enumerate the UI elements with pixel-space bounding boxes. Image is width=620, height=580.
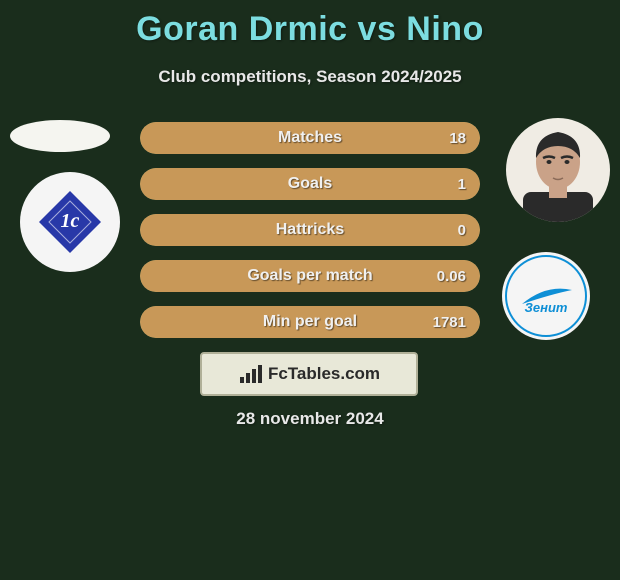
subtitle: Club competitions, Season 2024/2025 — [0, 67, 620, 87]
brand-badge[interactable]: FcTables.com — [200, 352, 418, 396]
stat-row-goals-per-match: Goals per match 0.06 — [140, 260, 480, 292]
player-right-avatar — [506, 118, 610, 222]
bar-chart-icon — [238, 363, 266, 385]
stat-row-matches: Matches 18 — [140, 122, 480, 154]
stat-label: Goals per match — [247, 267, 372, 285]
player-right-face-icon — [513, 118, 603, 222]
club-left-badge: 1c — [20, 172, 120, 272]
stat-row-goals: Goals 1 — [140, 168, 480, 200]
svg-text:1c: 1c — [61, 210, 80, 232]
club-left-diamond-icon: 1c — [35, 187, 105, 257]
stat-value: 0 — [458, 222, 466, 239]
stat-row-min-per-goal: Min per goal 1781 — [140, 306, 480, 338]
stat-value: 1781 — [433, 314, 466, 331]
brand-text: FcTables.com — [268, 364, 380, 384]
stat-value: 0.06 — [437, 268, 466, 285]
date-text: 28 november 2024 — [0, 409, 620, 429]
stat-label: Min per goal — [263, 313, 357, 331]
stat-label: Goals — [288, 175, 332, 193]
stat-label: Matches — [278, 129, 342, 147]
stats-container: Matches 18 Goals 1 Hattricks 0 Goals per… — [140, 122, 480, 352]
stat-value: 18 — [449, 130, 466, 147]
svg-text:Зенит: Зенит — [525, 300, 568, 315]
club-right-badge: Зенит — [502, 252, 590, 340]
player-left-avatar — [10, 120, 110, 152]
club-right-zenit-icon: Зенит — [502, 252, 590, 340]
page-title: Goran Drmic vs Nino — [0, 0, 620, 49]
stat-row-hattricks: Hattricks 0 — [140, 214, 480, 246]
stat-value: 1 — [458, 176, 466, 193]
stat-label: Hattricks — [276, 221, 344, 239]
